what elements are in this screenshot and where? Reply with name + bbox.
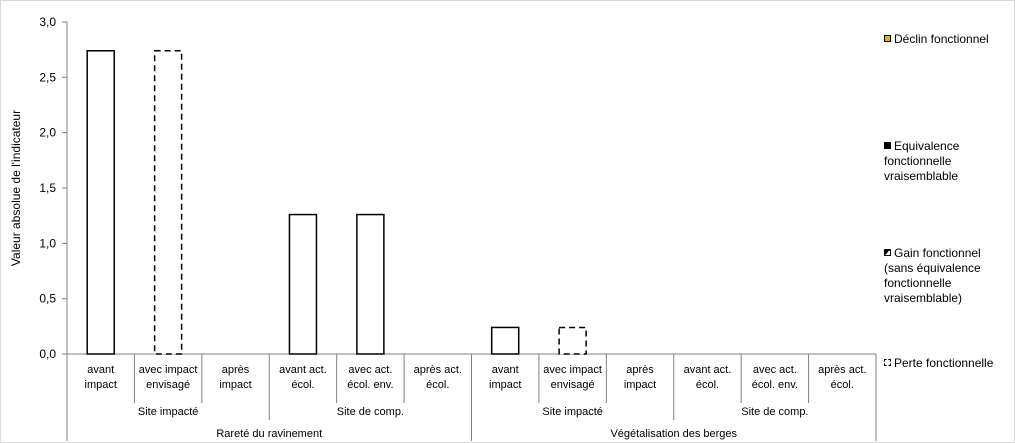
legend-item-gain: Gain fonctionnel (sans équivalence fonct… <box>884 246 1006 306</box>
legend-label: Perte fonctionnelle <box>894 356 994 370</box>
x-tick-label: impact <box>219 379 251 391</box>
legend-label: Déclin fonctionnel <box>894 32 989 46</box>
x-tick-label: avant <box>87 364 114 376</box>
x-tick-label: envisagé <box>146 379 190 391</box>
y-tick-label: 2,0 <box>39 126 56 140</box>
x-tick-label: avec impact <box>139 364 198 376</box>
legend-item-loss: Perte fonctionnelle <box>884 356 1014 371</box>
subgroup-label: Site de comp. <box>337 406 404 418</box>
group-label: Rareté du ravinement <box>216 428 322 440</box>
y-axis-label: Valeur absolue de l'indicateur <box>9 110 23 266</box>
legend-label: Equivalence fonctionnelle vraisemblable <box>884 139 960 183</box>
y-tick-label: 3,0 <box>39 15 56 29</box>
bar <box>153 50 183 355</box>
equivalence-icon <box>884 142 891 149</box>
y-tick-label: 1,5 <box>39 181 56 195</box>
y-tick-label: 0,0 <box>39 347 56 361</box>
x-tick-label: écol. <box>291 379 314 391</box>
x-tick-label: avant <box>492 364 519 376</box>
legend-item-equivalence: Equivalence fonctionnelle vraisemblable <box>884 139 1006 184</box>
subgroup-label: Site impacté <box>542 406 603 418</box>
legend-label: Gain fonctionnel (sans équivalence fonct… <box>884 246 981 305</box>
x-tick-label: avec act. <box>348 364 392 376</box>
x-tick-label: après act. <box>414 364 462 376</box>
y-tick-label: 0,5 <box>39 292 56 306</box>
x-tick-label: avec impact <box>543 364 602 376</box>
x-tick-label: envisagé <box>551 379 595 391</box>
subgroup-label: Site impacté <box>138 406 199 418</box>
legend-item-decline: Déclin fonctionnel <box>884 32 1014 47</box>
decline-icon <box>884 35 891 42</box>
group-label: Végétalisation des berges <box>610 428 737 440</box>
x-tick-label: après <box>222 364 250 376</box>
x-tick-label: avant act. <box>684 364 732 376</box>
x-tick-label: écol. <box>831 379 854 391</box>
loss-icon <box>884 359 891 366</box>
y-tick-label: 1,0 <box>39 236 56 250</box>
x-tick-label: impact <box>624 379 656 391</box>
x-tick-label: impact <box>85 379 117 391</box>
x-tick-label: avec act. <box>753 364 797 376</box>
y-tick-label: 2,5 <box>39 70 56 84</box>
bar <box>356 213 385 355</box>
x-tick-label: après <box>626 364 654 376</box>
bar <box>490 326 520 355</box>
x-tick-label: avant act. <box>279 364 327 376</box>
x-tick-label: impact <box>489 379 521 391</box>
x-tick-label: écol. <box>696 379 719 391</box>
gain-icon <box>884 249 891 256</box>
bar <box>288 213 318 355</box>
x-tick-label: après act. <box>818 364 866 376</box>
x-tick-label: écol. env. <box>347 379 393 391</box>
x-tick-label: écol. <box>426 379 449 391</box>
x-tick-label: écol. env. <box>752 379 798 391</box>
bar <box>86 50 115 355</box>
bar <box>558 326 587 355</box>
subgroup-label: Site de comp. <box>741 406 808 418</box>
